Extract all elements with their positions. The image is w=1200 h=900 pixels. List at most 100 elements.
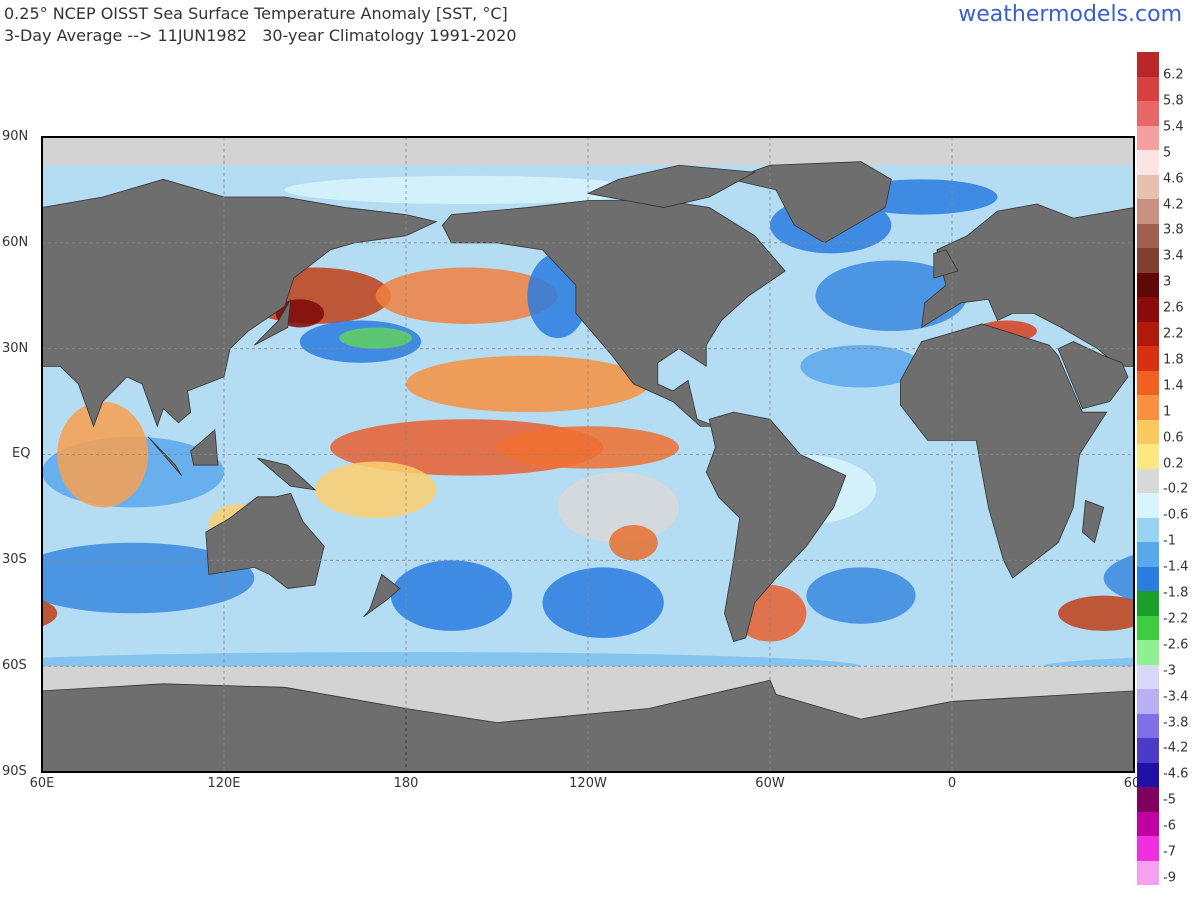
colorbar-label: -3.4	[1163, 689, 1189, 705]
anomaly-patch	[339, 327, 413, 349]
colorbar-label: -2.6	[1163, 637, 1189, 653]
colorbar-swatch	[1137, 542, 1159, 567]
colorbar-label: 4.6	[1163, 171, 1184, 187]
colorbar-swatch	[1137, 860, 1159, 885]
colorbar-swatch	[1137, 566, 1159, 591]
colorbar-swatch	[1137, 248, 1159, 273]
colorbar-label: 3	[1163, 274, 1172, 290]
colorbar-label: -4.6	[1163, 766, 1189, 782]
lat-label: EQ	[12, 446, 31, 461]
colorbar-label: 2.2	[1163, 326, 1184, 342]
colorbar-label: 1.4	[1163, 378, 1184, 394]
colorbar-label: -3	[1163, 663, 1176, 679]
colorbar-label: -1.8	[1163, 585, 1189, 601]
colorbar-swatch	[1137, 713, 1159, 738]
colorbar-swatch	[1137, 199, 1159, 224]
africa	[900, 323, 1108, 579]
lat-label: 60N	[2, 235, 29, 250]
map-title: 0.25° NCEP OISST Sea Surface Temperature…	[4, 4, 508, 23]
colorbar-label: 5.4	[1163, 119, 1184, 135]
colorbar-swatch	[1137, 738, 1159, 763]
colorbar	[1137, 52, 1159, 885]
anomaly-patch	[315, 461, 437, 518]
lat-label: 60S	[2, 658, 27, 673]
colorbar-label: -4.2	[1163, 740, 1189, 756]
new-guinea	[257, 457, 317, 491]
colorbar-label: 3.4	[1163, 248, 1184, 264]
colorbar-label: 3.8	[1163, 222, 1184, 238]
colorbar-label: 1	[1163, 404, 1172, 420]
australia	[205, 492, 325, 589]
colorbar-label: -0.6	[1163, 507, 1189, 523]
colorbar-label: 1.8	[1163, 352, 1184, 368]
lat-label: 90S	[2, 764, 27, 779]
anomaly-patch	[806, 567, 916, 624]
colorbar-swatch	[1137, 223, 1159, 248]
colorbar-label: -6	[1163, 818, 1176, 834]
colorbar-swatch	[1137, 591, 1159, 616]
colorbar-swatch	[1137, 419, 1159, 444]
anomaly-patch	[557, 472, 679, 543]
anomaly-patch	[542, 567, 664, 638]
colorbar-swatch	[1137, 52, 1159, 77]
graticule	[42, 137, 1134, 772]
colorbar-swatch	[1137, 762, 1159, 787]
colorbar-swatch	[1137, 346, 1159, 371]
colorbar-swatch	[1137, 689, 1159, 714]
colorbar-label: 4.2	[1163, 197, 1184, 212]
anomaly-patch	[1058, 595, 1134, 631]
south-america	[705, 411, 847, 642]
anomaly-patch	[405, 355, 649, 413]
canadian-archipelago	[586, 164, 757, 208]
lon-label: 60	[1123, 776, 1141, 791]
sumatra	[147, 436, 182, 476]
arabia	[1057, 341, 1129, 410]
colorbar-swatch	[1137, 370, 1159, 395]
lon-label: 60W	[755, 776, 785, 791]
colorbar-label: -9	[1163, 870, 1176, 886]
lon-label: 60E	[29, 776, 55, 791]
colorbar-label: 6.2	[1163, 67, 1184, 83]
anomaly-patch	[1103, 554, 1134, 602]
colorbar-label: -1.4	[1163, 559, 1189, 575]
anomaly-patch	[390, 560, 513, 631]
colorbar-swatch	[1137, 640, 1159, 665]
north-america	[441, 200, 786, 427]
map-subtitle: 3-Day Average --> 11JUN1982 30-year Clim…	[4, 26, 517, 45]
anomaly-patch	[800, 345, 922, 388]
japan	[254, 299, 292, 346]
colorbar-swatch	[1137, 321, 1159, 346]
anomaly-patch	[42, 542, 255, 614]
anomaly-patch	[497, 426, 679, 469]
colorbar-label: -3.8	[1163, 715, 1189, 730]
colorbar-label: -7	[1163, 844, 1176, 860]
colorbar-swatch	[1137, 836, 1159, 861]
colorbar-swatch	[1137, 517, 1159, 542]
new-zealand	[363, 573, 401, 618]
colorbar-swatch	[1137, 787, 1159, 812]
colorbar-swatch	[1137, 493, 1159, 518]
map-frame	[41, 136, 1135, 773]
colorbar-swatch	[1137, 395, 1159, 420]
colorbar-swatch	[1137, 811, 1159, 836]
anomaly-patch	[375, 267, 558, 324]
colorbar-swatch	[1137, 615, 1159, 640]
colorbar-swatch	[1137, 76, 1159, 101]
anomaly-patch	[609, 525, 658, 561]
colorbar-label: 0.2	[1163, 456, 1184, 471]
brand-logo-text: weathermodels.com	[958, 2, 1182, 27]
anomaly-patch	[284, 175, 649, 205]
lon-label: 120E	[207, 776, 241, 791]
colorbar-swatch	[1137, 468, 1159, 493]
lat-label: 90N	[2, 129, 29, 144]
colorbar-swatch	[1137, 125, 1159, 150]
colorbar-label: -0.2	[1163, 481, 1189, 497]
colorbar-swatch	[1137, 174, 1159, 199]
colorbar-label: 5	[1163, 145, 1172, 161]
lon-label: 120W	[569, 776, 607, 791]
borneo	[190, 428, 219, 466]
anomaly-patch	[42, 600, 58, 627]
madagascar	[0, 500, 12, 542]
lat-label: 30S	[2, 552, 27, 567]
